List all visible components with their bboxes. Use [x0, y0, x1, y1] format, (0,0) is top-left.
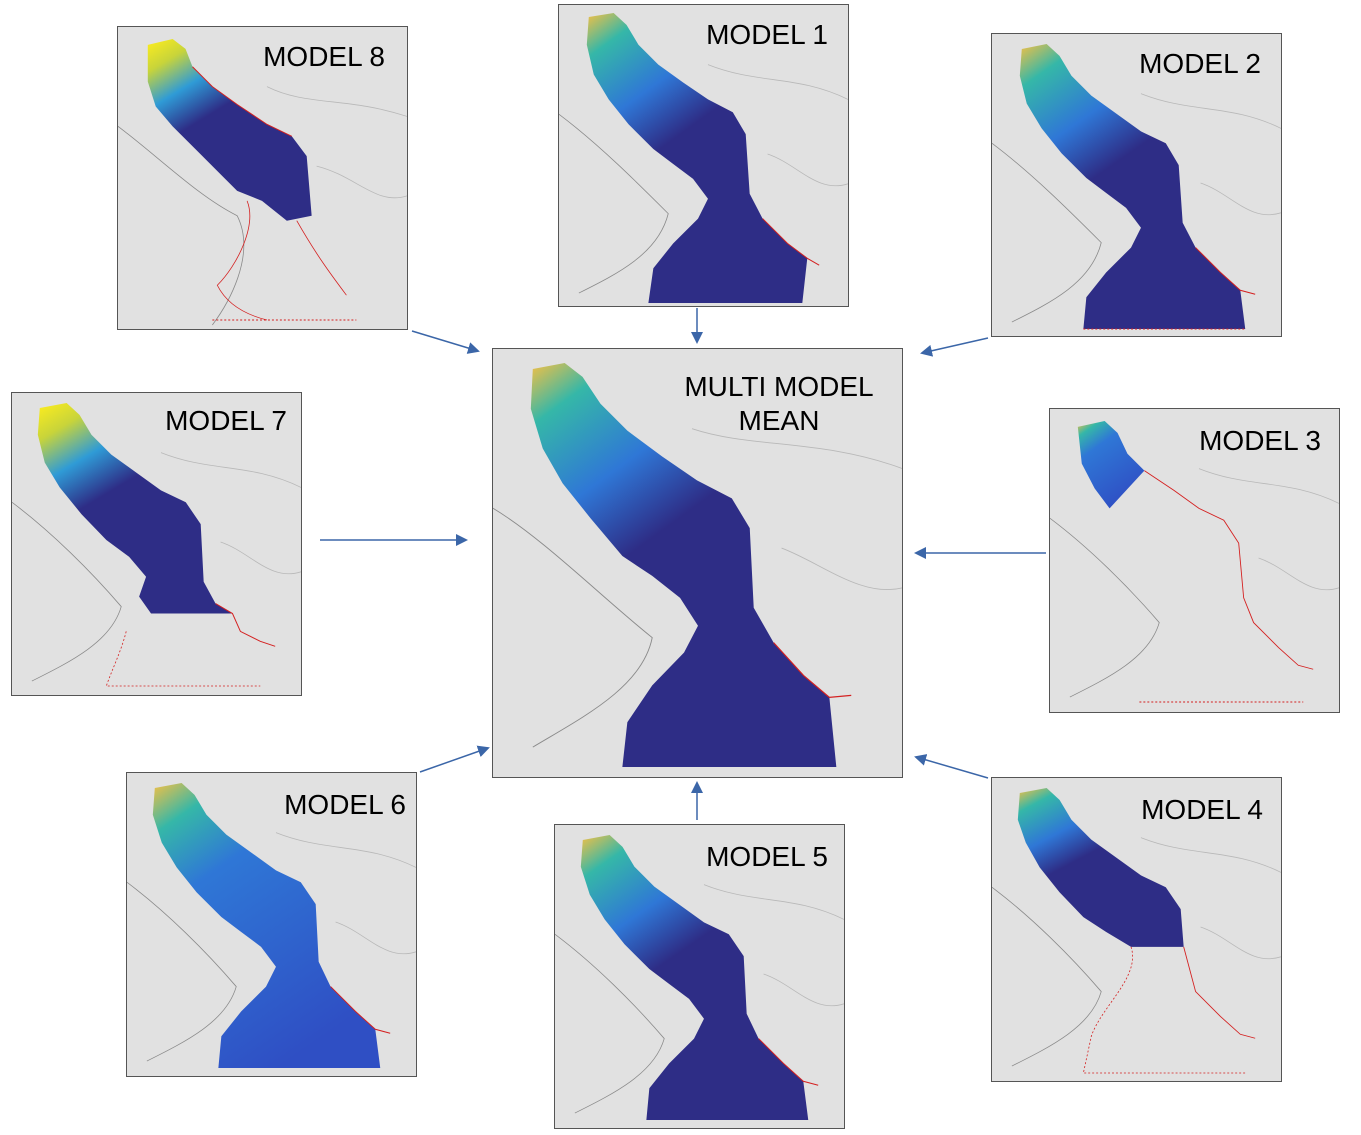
map-model-7 — [12, 402, 301, 687]
arrow-model-8-to-mean — [411, 330, 480, 354]
panel-model-3: MODEL 3 — [1049, 408, 1340, 713]
model-5-title: MODEL 5 — [706, 841, 828, 872]
mean-title-line-1: MULTI MODEL — [684, 371, 874, 402]
map-model-3 — [1050, 420, 1339, 703]
map-model-4 — [992, 787, 1281, 1074]
panel-multi-model-mean: MULTI MODEL MEAN — [492, 348, 903, 778]
panel-model-6: MODEL 6 — [126, 772, 417, 1077]
panel-model-5: MODEL 5 — [554, 824, 845, 1129]
model-7-title: MODEL 7 — [165, 405, 287, 436]
model-8-title: MODEL 8 — [263, 41, 385, 72]
map-model-6 — [127, 782, 416, 1069]
arrow-model-6-to-mean — [419, 745, 490, 773]
map-model-1 — [559, 12, 848, 303]
model-4-title: MODEL 4 — [1141, 794, 1263, 825]
panel-model-2: MODEL 2 — [991, 33, 1282, 337]
panel-model-4: MODEL 4 — [991, 777, 1282, 1082]
panel-model-8: MODEL 8 — [117, 26, 408, 330]
arrow-model-4-to-mean — [914, 754, 989, 779]
model-6-title: MODEL 6 — [284, 789, 406, 820]
map-model-8 — [118, 38, 407, 326]
model-2-title: MODEL 2 — [1139, 48, 1261, 79]
model-1-title: MODEL 1 — [706, 19, 828, 50]
panel-model-7: MODEL 7 — [11, 392, 302, 696]
mean-title-line-2: MEAN — [738, 405, 820, 436]
map-multi-model-mean — [493, 362, 902, 768]
panel-model-1: MODEL 1 — [558, 4, 849, 307]
map-model-5 — [555, 834, 844, 1121]
model-3-title: MODEL 3 — [1199, 425, 1321, 456]
arrow-model-2-to-mean — [920, 337, 989, 357]
map-model-2 — [992, 43, 1281, 330]
